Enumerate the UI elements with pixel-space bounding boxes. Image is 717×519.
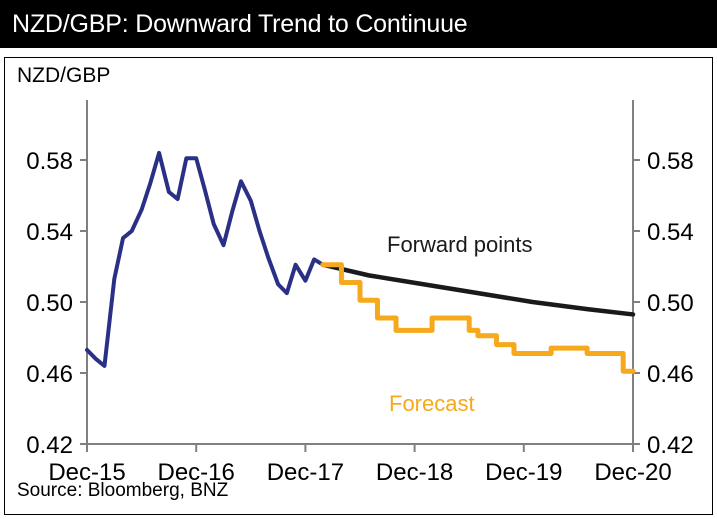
y-tick-label-left: 0.50 bbox=[26, 290, 73, 317]
y-tick-label-right: 0.50 bbox=[647, 290, 694, 317]
x-tick-label: Dec-17 bbox=[267, 459, 344, 486]
x-tick-label: Dec-20 bbox=[594, 459, 671, 486]
series-line-forward-points bbox=[320, 262, 636, 317]
source-note: Source: Bloomberg, BNZ bbox=[17, 480, 229, 501]
chart-panel: NZD/GBP 0.42 0.42 0.46 0.46 0.50 0.50 0.54 0.54… bbox=[4, 57, 713, 515]
title-bar: NZD/GBP: Downward Trend to Continuue bbox=[0, 0, 717, 48]
y-tick-label-left: 0.42 bbox=[26, 432, 73, 459]
x-tick-label: Dec-16 bbox=[158, 459, 235, 486]
chart-plot: 0.42 0.42 0.46 0.46 0.50 0.50 0.54 0.54 0.58 0.58… bbox=[26, 100, 694, 486]
series-line-forecast bbox=[320, 262, 636, 374]
x-tick-label: Dec-19 bbox=[485, 459, 562, 486]
y-tick-label-right: 0.58 bbox=[647, 148, 694, 175]
y-axis-title: NZD/GBP bbox=[17, 64, 111, 87]
x-tick-label: Dec-15 bbox=[48, 459, 125, 486]
y-tick-label-right: 0.42 bbox=[647, 432, 694, 459]
y-tick-label-right: 0.54 bbox=[647, 219, 694, 246]
series-line-nzd/gbp-history bbox=[85, 150, 325, 368]
annotation-forward-points: Forward points bbox=[387, 232, 533, 257]
y-tick-label-right: 0.46 bbox=[647, 361, 694, 388]
annotation-forecast: Forecast bbox=[389, 391, 475, 416]
y-tick-label-left: 0.58 bbox=[26, 148, 73, 175]
y-tick-label-left: 0.46 bbox=[26, 361, 73, 388]
x-tick-label: Dec-18 bbox=[376, 459, 453, 486]
y-tick-label-left: 0.54 bbox=[26, 219, 73, 246]
page-title: NZD/GBP: Downward Trend to Continuue bbox=[12, 9, 468, 38]
